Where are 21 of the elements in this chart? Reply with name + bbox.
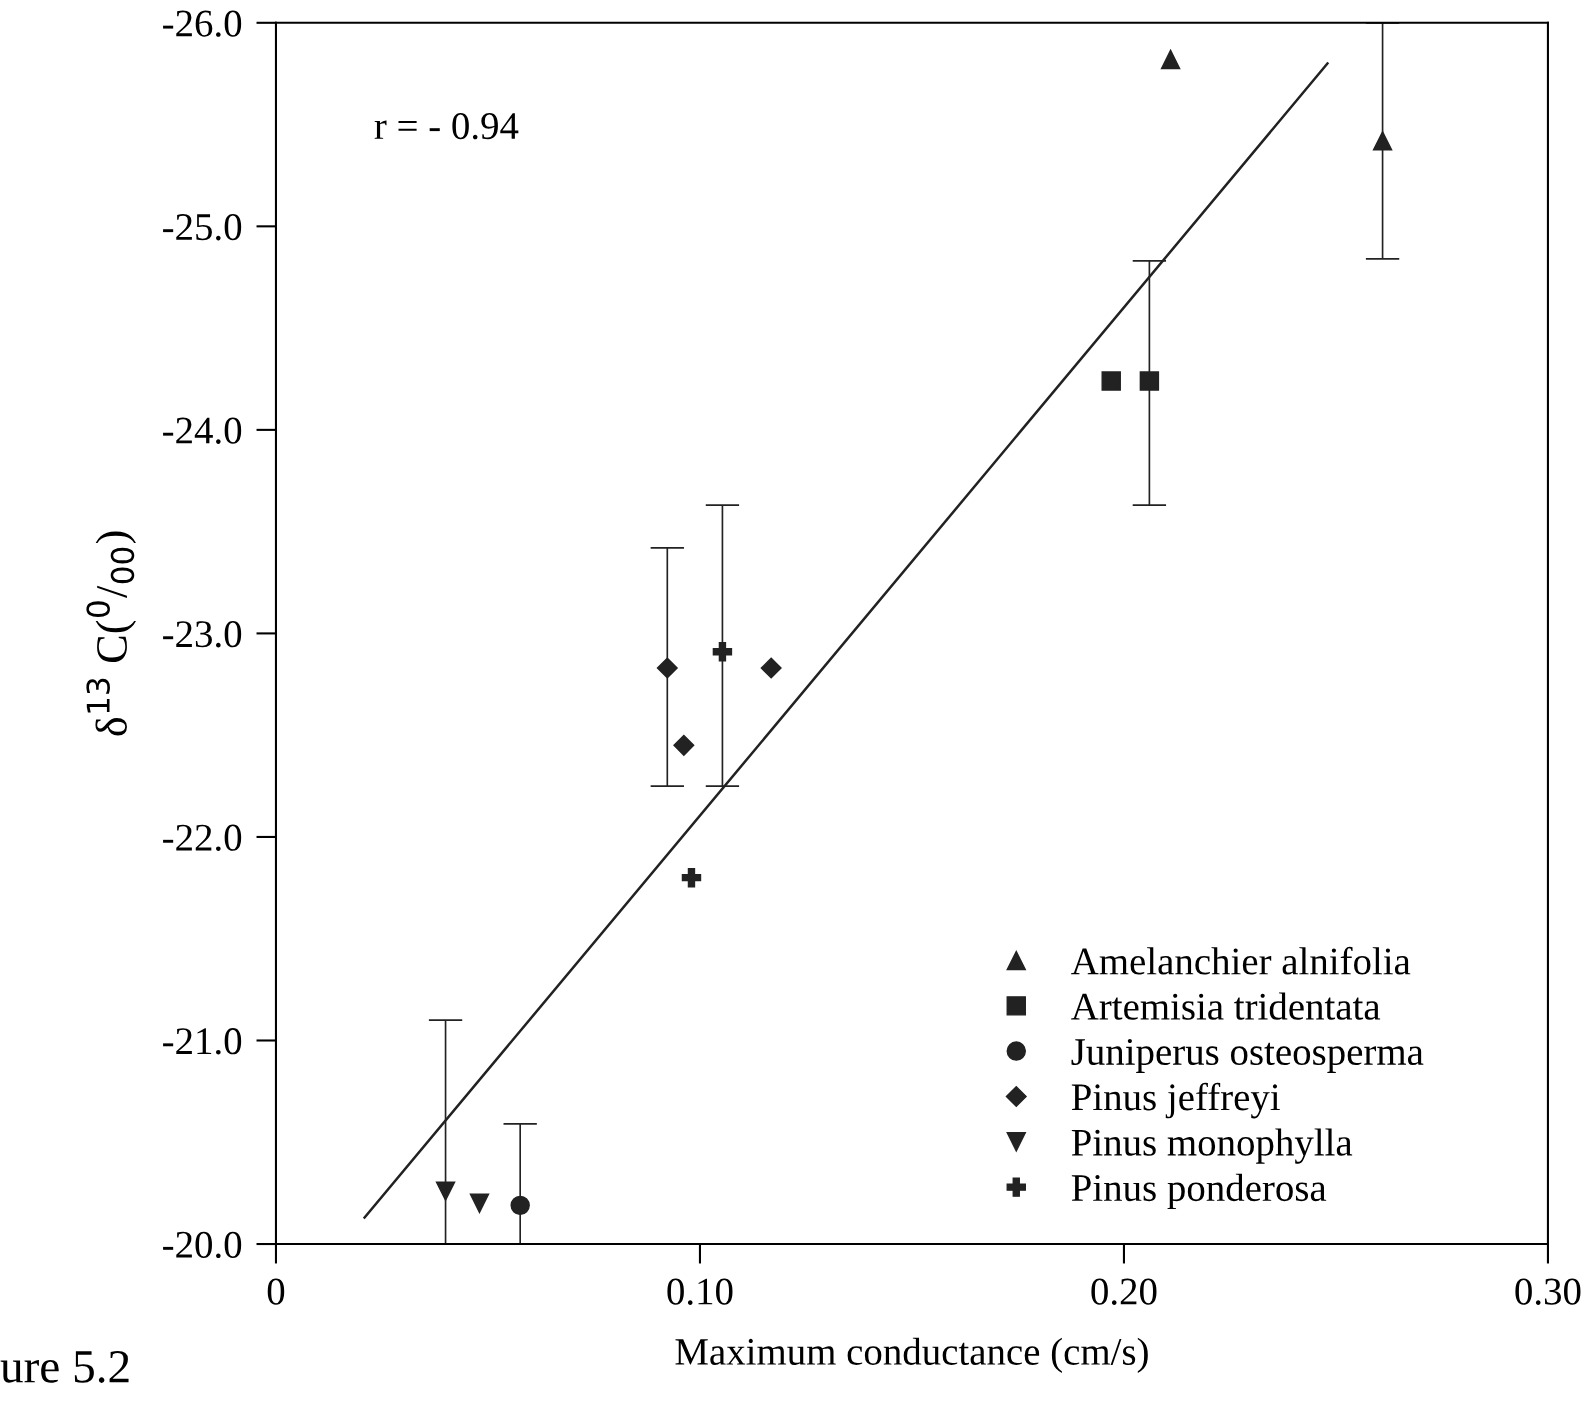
- y-axis-title: δ$^{13}$ C($^{0}$/$_{00}$): [86, 531, 136, 736]
- legend-label: Pinus monophylla: [1071, 1128, 1353, 1164]
- x-tick-label: 0.10: [667, 1278, 733, 1305]
- legend-label: Juniperus osteosperma: [1071, 1038, 1424, 1073]
- x-tick-label: 0: [267, 1278, 285, 1305]
- x-tick-label: 0.30: [1515, 1278, 1581, 1305]
- y-tick-label: -26.0: [163, 10, 242, 37]
- y-tick-label: -22.0: [163, 824, 242, 851]
- y-tick-label: -20.0: [163, 1231, 242, 1259]
- text: ure 5.2: [0, 1350, 129, 1383]
- x-axis-title: Maximum conductance (cm/s): [675, 1337, 1148, 1373]
- legend-label: Amelanchier alnifolia: [1071, 946, 1411, 975]
- y-tick-label: -24.0: [163, 417, 242, 444]
- y-tick-label: -25.0: [163, 213, 242, 241]
- legend-label: Pinus ponderosa: [1071, 1173, 1327, 1210]
- y-tick-label: -21.0: [163, 1028, 242, 1055]
- x-tick-label: 0.20: [1091, 1278, 1157, 1305]
- annotation: r = - 0.94: [374, 112, 519, 140]
- legend-label: Pinus jeffreyi: [1071, 1082, 1280, 1119]
- y-tick-label: -23.0: [163, 621, 242, 648]
- legend-label: Artemisia tridentata: [1071, 992, 1381, 1020]
